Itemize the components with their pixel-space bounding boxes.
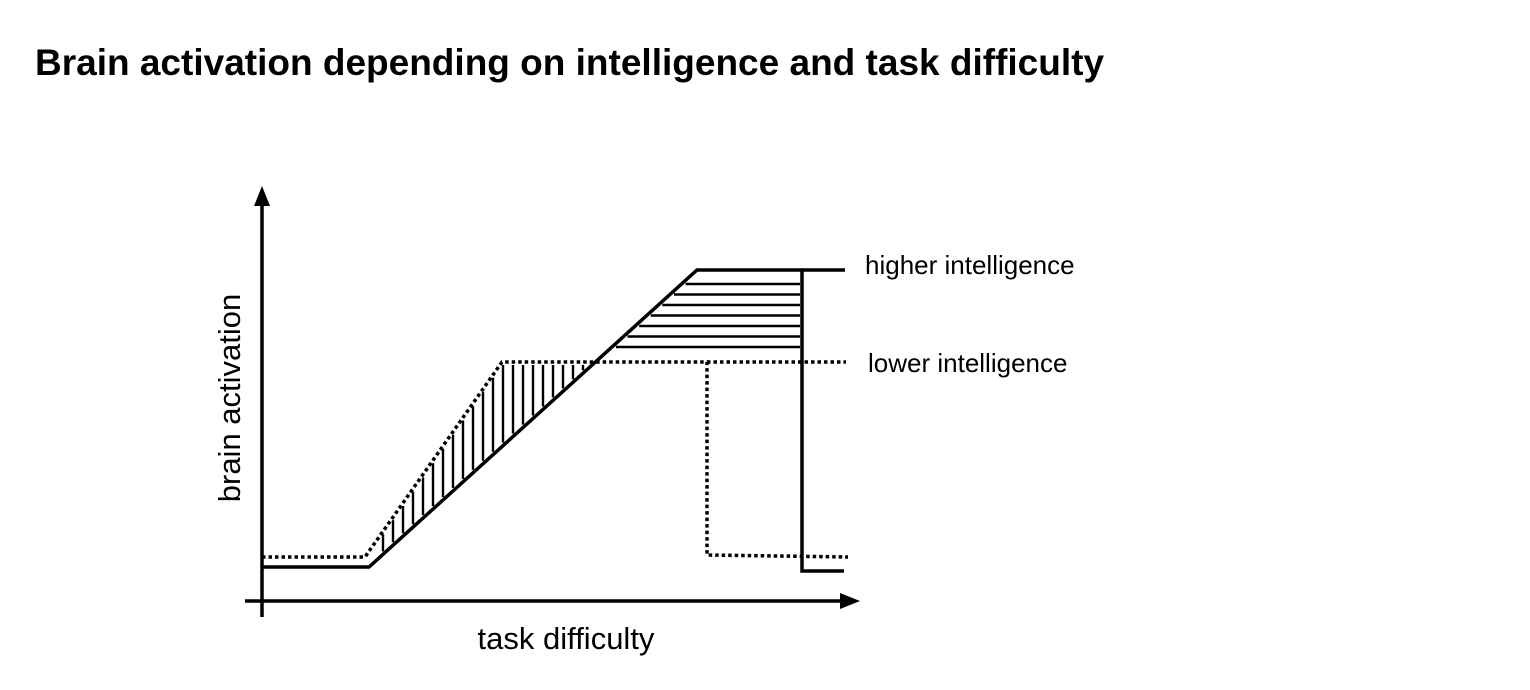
y-axis-label: brain activation	[212, 294, 247, 503]
y-axis-arrow	[254, 186, 270, 206]
x-axis-label: task difficulty	[478, 621, 655, 656]
higher-intelligence-label: higher intelligence	[865, 250, 1075, 280]
hatch-higher-advantage	[615, 282, 800, 349]
page-title: Brain activation depending on intelligen…	[35, 42, 1105, 83]
hatch-lower-advantage	[381, 365, 585, 552]
higher-intelligence-curve	[262, 268, 844, 573]
lower-intelligence-curve	[262, 360, 849, 559]
x-axis-arrow	[840, 593, 860, 609]
axes	[245, 186, 860, 617]
lower-intelligence-label: lower intelligence	[868, 348, 1067, 378]
